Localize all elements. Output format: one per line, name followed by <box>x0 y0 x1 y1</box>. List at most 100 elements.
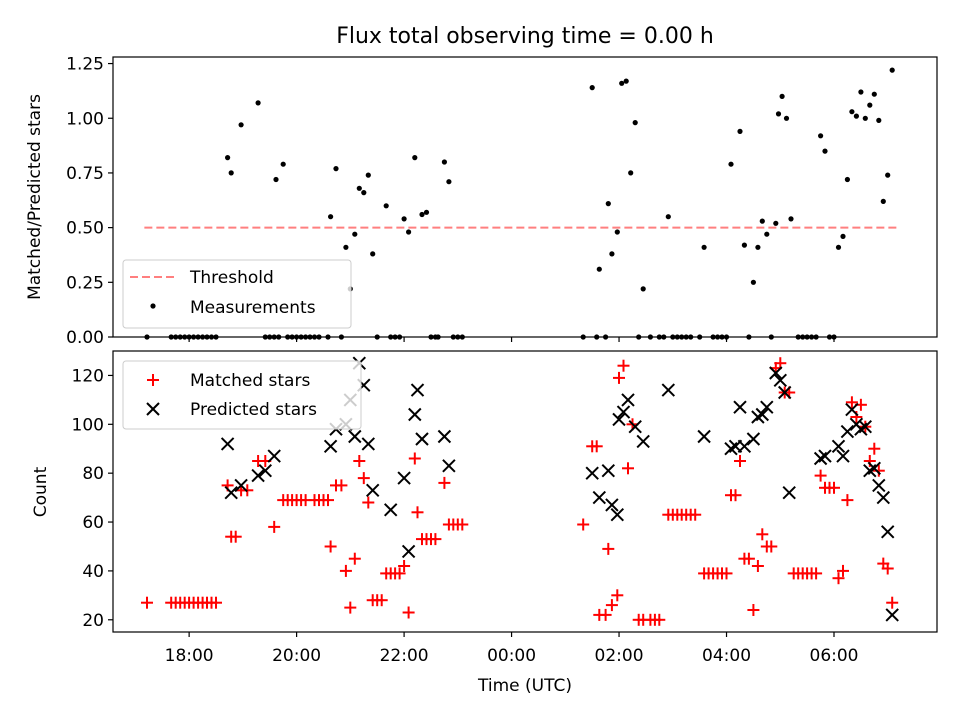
ratio-y-tick-label: 0.00 <box>66 328 104 348</box>
matched-star-point <box>814 469 827 482</box>
matched-star-point <box>599 608 612 621</box>
predicted-star-point <box>885 608 899 622</box>
ratio-y-tick-label: 1.25 <box>66 55 104 75</box>
predicted-star-point <box>224 485 238 500</box>
matched-star-point <box>324 540 337 553</box>
ratio-y-axis-label: Matched/Predicted stars <box>25 94 45 300</box>
measurement-point <box>412 155 418 161</box>
matched-star-point <box>210 596 222 609</box>
count-x-tick-label: 00:00 <box>487 646 536 666</box>
measurement-point <box>614 229 620 235</box>
measurement-point <box>783 115 790 121</box>
predicted-star-point <box>234 478 248 493</box>
predicted-star-point <box>442 459 456 473</box>
predicted-star-point <box>872 478 886 493</box>
measurement-point <box>840 233 846 239</box>
predicted-star-point <box>592 490 607 505</box>
measurement-point <box>328 214 334 220</box>
measurement-point <box>255 100 261 106</box>
matched-star-point <box>742 552 755 565</box>
predicted-star-point <box>365 483 380 498</box>
ratio-y-tick-label: 0.25 <box>66 273 104 293</box>
measurement-point <box>818 133 824 139</box>
matched-star-point <box>141 596 153 609</box>
measurement-point <box>356 185 362 191</box>
matched-star-point <box>268 520 281 533</box>
measurement-point <box>779 93 785 99</box>
measurement-point <box>423 209 430 215</box>
predicted-star-point <box>383 503 398 517</box>
predicted-star-point <box>661 383 676 397</box>
ratio-x-ticks <box>188 337 835 342</box>
ratio-y-tick-label: 0.75 <box>66 164 104 184</box>
predicted-star-point <box>831 439 846 454</box>
measurement-point <box>788 216 794 222</box>
measurement-point <box>871 91 877 97</box>
measurement-point <box>401 216 407 222</box>
ratio-axes: 0.00 0.25 0.50 0.75 1.00 1.25 Matched/Predict… <box>25 55 938 348</box>
matched-star-point <box>402 606 415 619</box>
predicted-star-point <box>415 432 429 446</box>
predicted-star-point <box>437 429 452 444</box>
predicted-star-point <box>267 449 281 463</box>
matched-star-point <box>751 560 764 572</box>
predicted-star-point <box>755 407 770 422</box>
matched-star-point <box>339 564 352 577</box>
measurement-point <box>361 190 367 196</box>
count-y-tick-label: 80 <box>82 464 104 484</box>
count-y-tick-label: 60 <box>82 513 104 533</box>
matched-star-point <box>429 533 442 546</box>
matched-star-point <box>653 613 666 626</box>
measurement-point <box>728 161 734 167</box>
measurement-point <box>628 170 634 176</box>
measurement-point <box>273 176 279 183</box>
count-points <box>141 356 899 626</box>
measurement-point <box>352 231 358 237</box>
matched-star-point <box>845 396 858 409</box>
measurement-point <box>862 115 868 121</box>
predicted-star-point <box>258 463 273 478</box>
predicted-star-point <box>737 439 752 454</box>
measurement-point <box>343 244 349 250</box>
matched-star-point <box>375 594 388 607</box>
count-y-axis-label: Count <box>31 466 51 517</box>
predicted-star-point <box>610 507 625 522</box>
matched-star-point <box>362 496 375 509</box>
measurement-point <box>280 161 286 167</box>
matched-star-point <box>689 508 702 521</box>
count-y-tick-label: 120 <box>72 366 104 386</box>
measurement-point <box>370 251 376 257</box>
ratio-legend-box <box>122 259 352 329</box>
measurement-point <box>759 218 765 224</box>
matched-star-point <box>720 567 733 580</box>
matched-star-point <box>611 589 624 602</box>
matched-star-point <box>408 452 421 465</box>
ratio-legend: Threshold Measurements <box>122 259 352 329</box>
matched-star-point <box>393 567 406 580</box>
predicted-star-point <box>621 393 635 407</box>
matched-star-point <box>837 564 849 577</box>
measurement-point <box>605 201 611 207</box>
measurement-point <box>835 244 842 250</box>
ratio-y-tick-label: 1.00 <box>66 109 104 129</box>
matched-star-point <box>438 476 451 489</box>
count-x-tick-label: 06:00 <box>810 646 859 666</box>
predicted-star-point <box>220 437 235 451</box>
matched-star-point <box>577 518 590 531</box>
x-axis-label: Time (UTC) <box>477 676 572 696</box>
measurement-point <box>849 109 855 115</box>
count-axes-frame <box>112 350 938 633</box>
matched-star-point <box>456 518 469 531</box>
matched-star-point <box>353 455 366 467</box>
count-x-tick-label: 18:00 <box>165 646 214 666</box>
chart-title: Flux total observing time = 0.00 h <box>336 24 714 49</box>
predicted-star-point <box>836 449 850 463</box>
predicted-star-point <box>876 490 891 505</box>
matched-star-point <box>734 455 746 467</box>
matched-star-point <box>872 464 885 477</box>
measurement-point <box>632 120 638 126</box>
measurement-point <box>609 251 615 257</box>
measurement-point <box>623 78 629 84</box>
matched-star-point <box>229 530 242 543</box>
count-x-tick-label: 04:00 <box>702 646 751 666</box>
